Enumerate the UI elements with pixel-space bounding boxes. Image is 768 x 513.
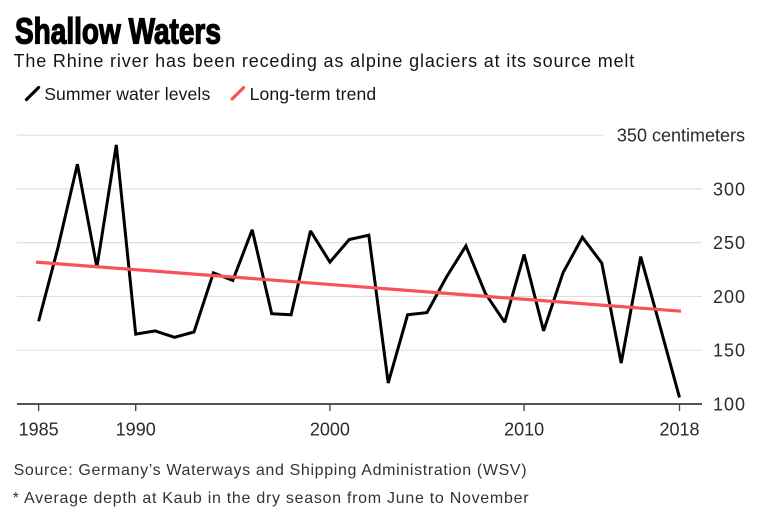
svg-text:350 centimeters: 350 centimeters xyxy=(617,126,745,146)
svg-text:100: 100 xyxy=(713,395,746,415)
svg-text:1990: 1990 xyxy=(116,419,156,439)
svg-text:2000: 2000 xyxy=(310,419,350,439)
svg-text:2010: 2010 xyxy=(504,419,544,439)
svg-text:2018: 2018 xyxy=(659,419,699,439)
svg-text:1985: 1985 xyxy=(19,419,59,439)
svg-text:150: 150 xyxy=(713,341,746,361)
svg-text:250: 250 xyxy=(713,233,746,253)
svg-text:200: 200 xyxy=(713,287,746,307)
svg-text:300: 300 xyxy=(713,180,746,200)
